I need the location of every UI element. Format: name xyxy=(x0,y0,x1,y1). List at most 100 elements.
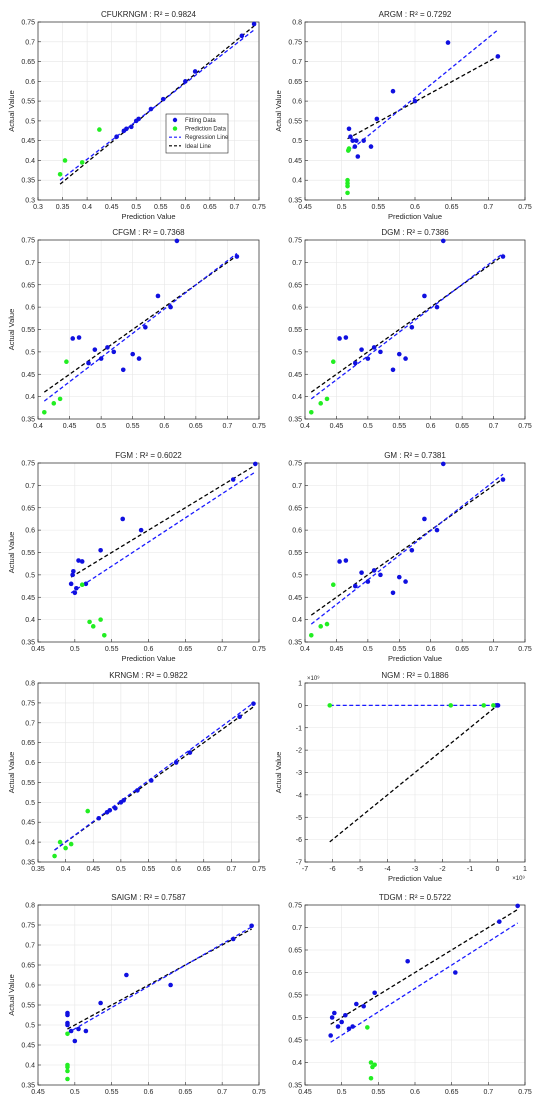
prediction-point xyxy=(345,177,350,183)
y-axis-label: Actual Value xyxy=(7,90,16,132)
prediction-point xyxy=(87,619,92,625)
regression-line xyxy=(59,29,255,181)
y-tick-label: 0.6 xyxy=(292,305,302,312)
prediction-point xyxy=(368,1060,374,1065)
x-tick-label: 0.75 xyxy=(518,646,532,653)
y-tick-label: 0.6 xyxy=(25,528,35,535)
prediction-point xyxy=(308,409,314,415)
fitting-point xyxy=(160,96,166,102)
prediction-point xyxy=(79,160,85,165)
y-tick-label: 0.7 xyxy=(25,483,35,490)
y-tick-label: 0.4 xyxy=(292,178,302,185)
fitting-point xyxy=(352,360,358,366)
fitting-point xyxy=(92,347,98,352)
x-tick-label: 0.65 xyxy=(197,866,211,873)
ideal-line xyxy=(329,704,498,843)
y-tick-label: 0.7 xyxy=(292,59,302,66)
fitting-point xyxy=(359,347,364,352)
x-tick-label: 0.35 xyxy=(31,866,45,873)
fitting-point xyxy=(409,547,415,553)
x-tick-label: 0.45 xyxy=(330,423,344,430)
x-tick-label: 0.7 xyxy=(217,646,227,653)
y-tick-label: 0.65 xyxy=(21,505,35,512)
ideal-line xyxy=(54,706,254,851)
chart-panel-7: 0.35 0.4 0.45 0.5 0.55 0.6 0.65 0.7 0.75 0.35 0.4 0… xyxy=(7,671,266,873)
chart-panel-2: 0.45 0.5 0.55 0.6 0.65 0.7 0.75 0.35 0.4 0.45 0.5 0… xyxy=(274,10,532,221)
fitting-point xyxy=(495,703,501,708)
fitting-point xyxy=(249,923,254,929)
y-tick-label: 0.7 xyxy=(25,39,35,46)
fitting-point xyxy=(372,990,377,996)
ideal-line xyxy=(70,464,256,578)
x-tick-label: 0.65 xyxy=(455,423,469,430)
y-tick-label: 0.5 xyxy=(25,349,35,356)
legend-label: Ideal Line xyxy=(185,144,212,150)
y-tick-label: 0.65 xyxy=(21,740,35,747)
ideal-line xyxy=(43,255,238,393)
x-tick-label: 0 xyxy=(496,866,500,873)
y-tick-label: 0.7 xyxy=(292,260,302,267)
prediction-point xyxy=(98,617,103,622)
prediction-point xyxy=(372,1062,377,1068)
y-tick-label: 0.6 xyxy=(25,305,35,312)
legend-label: Prediction Data xyxy=(185,127,227,133)
y-tick-label: 0.5 xyxy=(25,1023,35,1030)
prediction-point xyxy=(324,396,330,402)
y-tick-label: -2 xyxy=(296,748,302,755)
y-tick-label: 0.6 xyxy=(25,983,35,990)
fitting-point xyxy=(337,559,342,564)
y-tick-label: 0.4 xyxy=(25,617,35,624)
fitting-point xyxy=(434,527,440,533)
fitting-point xyxy=(234,254,240,259)
x-tick-label: 0.6 xyxy=(180,204,190,211)
fitting-point xyxy=(348,134,353,140)
regression-line xyxy=(43,252,238,402)
y-axis-exponent: ×10⁹ xyxy=(307,675,320,682)
fitting-point xyxy=(361,1003,366,1009)
x-tick-label: 0.7 xyxy=(217,1089,227,1096)
x-tick-label: 0.45 xyxy=(105,204,119,211)
y-tick-label: 0.4 xyxy=(25,840,35,847)
x-tick-label: 0.65 xyxy=(179,646,193,653)
chart-title: ARGM : R² = 0.7292 xyxy=(379,10,452,19)
y-tick-label: 0.5 xyxy=(292,572,302,579)
fitting-point xyxy=(79,559,85,564)
x-tick-label: 0.35 xyxy=(56,204,70,211)
x-tick-label: 0.75 xyxy=(252,646,266,653)
prediction-point xyxy=(345,181,350,186)
y-tick-label: 0.5 xyxy=(292,349,302,356)
fitting-point xyxy=(371,345,377,350)
fitting-point xyxy=(350,1024,355,1029)
y-tick-label: 0.4 xyxy=(25,394,35,401)
chart-panel-4: 0.4 0.45 0.5 0.55 0.6 0.65 0.7 0.750.350.40.450… xyxy=(288,228,532,430)
y-tick-label: 0.45 xyxy=(21,138,35,145)
fitting-point xyxy=(337,336,342,341)
y-tick-label: 0.65 xyxy=(21,963,35,970)
fitting-point xyxy=(113,806,118,811)
x-tick-label: 0.55 xyxy=(105,1089,119,1096)
axes-box xyxy=(304,239,526,420)
fitting-point xyxy=(346,126,352,132)
y-tick-label: 0.6 xyxy=(25,79,35,86)
fitting-point xyxy=(352,144,358,149)
fitting-point xyxy=(174,238,180,244)
x-tick-label: 0.5 xyxy=(363,646,373,653)
y-tick-label: 0.5 xyxy=(292,138,302,145)
y-tick-label: 0.55 xyxy=(21,1003,35,1010)
x-tick-label: 0.5 xyxy=(70,646,80,653)
x-tick-label: 0.5 xyxy=(131,204,141,211)
fitting-point xyxy=(68,1028,74,1034)
regression-line xyxy=(330,922,519,1043)
y-tick-label: 0.75 xyxy=(288,39,302,46)
y-tick-label: 0.35 xyxy=(21,417,35,424)
x-tick-label: 0.7 xyxy=(489,646,499,653)
x-tick-label: 0.7 xyxy=(230,204,240,211)
x-tick-label: 0.6 xyxy=(144,646,154,653)
y-tick-label: 0.55 xyxy=(21,327,35,334)
x-tick-label: -6 xyxy=(329,866,335,873)
y-tick-label: 0.4 xyxy=(25,158,35,165)
chart-title: TDGM : R² = 0.5722 xyxy=(379,893,452,902)
fitting-point xyxy=(148,106,154,112)
